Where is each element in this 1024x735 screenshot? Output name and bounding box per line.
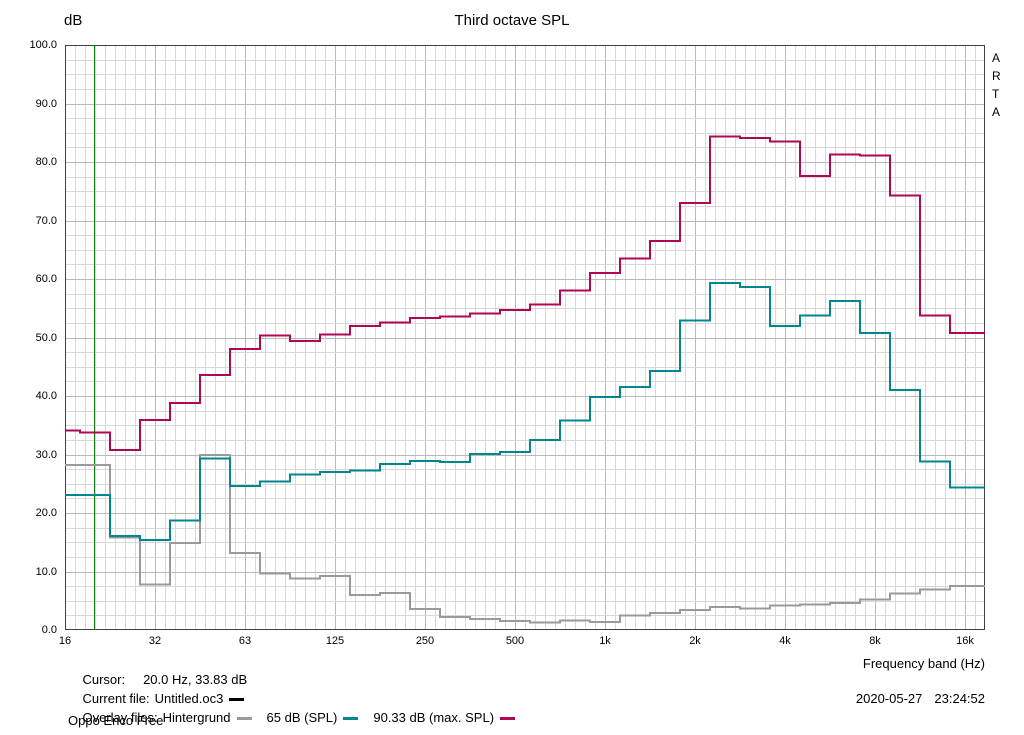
x-tick-label: 2k [689, 635, 701, 647]
cursor-label: Cursor: [82, 672, 126, 687]
watermark-letter: A [992, 105, 1001, 119]
overlay-files-line: Overlay files: Hintergrund 65 dB (SPL) 90.3… [68, 694, 525, 735]
y-tick-label: 70.0 [35, 214, 57, 227]
x-tick-label: 16 [58, 635, 72, 647]
cursor-value: 20.0 Hz, 33.83 dB [143, 672, 248, 687]
x-tick-label: 32 [148, 635, 162, 647]
date-value: 2020-05-27 [855, 691, 923, 706]
y-tick-label: 90.0 [35, 97, 57, 110]
overlay-color-swatch [236, 717, 252, 721]
datetime-readout: 2020-05-27 23:24:52 [841, 675, 985, 723]
x-tick-label: 4k [779, 635, 791, 647]
y-axis-unit-label: dB [64, 12, 83, 29]
x-axis-caption: Frequency band (Hz) [862, 656, 985, 671]
current-file-line: Current file: Untitled.oc3 [68, 675, 254, 723]
current-file-label: Current file: [82, 691, 150, 706]
y-tick-label: 60.0 [35, 273, 57, 285]
y-tick-label: 40.0 [35, 390, 57, 402]
overlay-file-name: 90.33 dB (max. SPL) [373, 710, 495, 725]
cursor-readout: Cursor: 20.0 Hz, 33.83 dB [68, 656, 247, 704]
y-tick-label: 10.0 [35, 565, 57, 578]
x-tick-label: 125 [325, 635, 345, 647]
watermark-letter: T [992, 87, 1000, 101]
watermark-letter: R [992, 69, 1001, 83]
plot-border [65, 45, 985, 630]
y-tick-label: 100.0 [29, 39, 57, 51]
series-65-db-spl [65, 282, 985, 541]
plot-svg[interactable] [65, 45, 985, 630]
series-90-33-db-max-spl [65, 135, 985, 451]
series-hintergrund [65, 454, 985, 624]
x-tick-label: 16k [956, 635, 974, 647]
device-name: Oppo Enco Free [68, 713, 164, 728]
y-tick-label: 0.0 [41, 624, 57, 636]
overlay-files-label: Overlay files: [82, 710, 158, 725]
overlay-file-name: Hintergrund [162, 710, 231, 725]
y-tick-label: 30.0 [35, 448, 57, 461]
arta-watermark: A R T A [992, 49, 1001, 121]
time-value: 23:24:52 [934, 691, 985, 706]
overlay-color-swatch [343, 717, 359, 721]
x-tick-label: 500 [505, 635, 525, 647]
x-tick-label: 1k [599, 635, 611, 647]
current-file-name: Untitled.oc3 [154, 691, 224, 706]
y-tick-label: 20.0 [35, 507, 57, 519]
overlay-color-swatch [500, 717, 516, 721]
x-tick-label: 250 [415, 635, 435, 647]
current-file-color-swatch [229, 698, 245, 702]
overlay-files-legend: Hintergrund 65 dB (SPL) 90.33 dB (max. SPL… [158, 710, 525, 725]
chart-title: Third octave SPL [454, 12, 570, 29]
watermark-letter: A [992, 51, 1001, 65]
x-tick-label: 8k [869, 635, 881, 647]
y-tick-label: 80.0 [35, 156, 57, 168]
overlay-file-name: 65 dB (SPL) [266, 710, 338, 725]
x-tick-label: 63 [238, 635, 252, 647]
y-tick-label: 50.0 [35, 331, 57, 344]
